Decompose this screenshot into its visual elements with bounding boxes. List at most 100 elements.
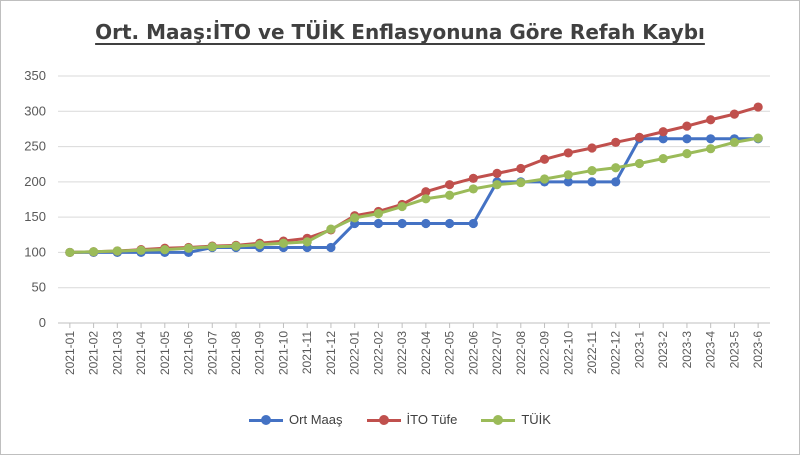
- data-point-2: [658, 153, 668, 164]
- data-point-1: [753, 102, 763, 112]
- x-tick-label: 2021-04: [134, 331, 148, 375]
- series-line-1: [69, 105, 759, 254]
- y-tick-label: 0: [39, 315, 46, 330]
- data-point-2: [160, 245, 170, 255]
- legend-swatch-ito-tufe: [366, 414, 401, 425]
- data-point-2: [326, 224, 336, 234]
- data-point-1: [658, 127, 668, 137]
- data-point-0: [373, 218, 383, 229]
- data-point-2: [634, 158, 645, 169]
- data-point-2: [302, 237, 312, 247]
- y-tick-label: 150: [24, 209, 46, 224]
- series-line-2: [69, 136, 759, 254]
- x-tick-label: 2021-02: [87, 331, 101, 375]
- data-point-2: [682, 149, 692, 159]
- data-point-2: [492, 180, 502, 190]
- x-tick-label: 2023-5: [727, 331, 741, 369]
- x-tick-label: 2022-08: [514, 331, 528, 375]
- data-point-1: [634, 132, 645, 142]
- x-tick-label: 2022-10: [561, 331, 575, 375]
- data-point-1: [516, 163, 526, 174]
- series-line-0: [69, 137, 759, 254]
- x-tick-label: 2023-3: [680, 331, 694, 369]
- x-tick-label: 2021-03: [110, 331, 124, 375]
- y-tick-label: 250: [24, 139, 46, 154]
- data-point-2: [65, 247, 75, 258]
- data-point-1: [421, 187, 431, 197]
- x-tick-label: 2023-4: [704, 331, 718, 369]
- data-point-2: [468, 184, 478, 194]
- data-point-2: [421, 194, 431, 204]
- data-point-2: [587, 165, 597, 176]
- data-point-1: [539, 154, 550, 164]
- data-point-1: [492, 168, 502, 178]
- x-tick-label: 2021-05: [158, 331, 172, 375]
- x-tick-label: 2021-11: [300, 331, 314, 374]
- x-tick-label: 2022-07: [490, 331, 504, 375]
- y-tick-label: 100: [24, 244, 46, 259]
- x-tick-label: 2021-12: [324, 331, 338, 375]
- x-tick-label: 2022-03: [395, 331, 409, 375]
- legend-swatch-tuik: [481, 414, 516, 425]
- data-point-1: [706, 115, 716, 125]
- data-point-2: [207, 242, 217, 252]
- data-point-2: [136, 245, 146, 255]
- data-point-0: [658, 134, 668, 144]
- x-tick-label: 2022-12: [609, 331, 623, 375]
- data-point-0: [682, 134, 692, 144]
- data-point-1: [587, 143, 597, 153]
- data-point-0: [706, 134, 716, 144]
- data-point-2: [516, 177, 526, 188]
- x-tick-label: 2021-08: [229, 331, 243, 375]
- legend-label-ito-tufe: İTO Tüfe: [406, 412, 458, 427]
- data-point-2: [729, 137, 740, 147]
- data-point-2: [231, 241, 241, 251]
- x-tick-label: 2022-02: [371, 331, 385, 375]
- data-point-1: [682, 121, 692, 131]
- data-point-0: [445, 218, 455, 229]
- y-tick-label: 50: [32, 280, 46, 295]
- chart-title: Ort. Maaş:İTO ve TÜİK Enflasyonuna Göre …: [95, 20, 705, 44]
- x-tick-label: 2022-06: [466, 331, 480, 375]
- x-tick-label: 2021-09: [253, 331, 267, 375]
- data-point-1: [563, 148, 573, 158]
- legend-item-ort-maas: Ort Maaş: [249, 412, 343, 427]
- y-tick-label: 350: [24, 68, 46, 83]
- x-tick-label: 2021-07: [205, 331, 219, 375]
- data-point-2: [89, 247, 99, 257]
- data-point-1: [729, 109, 740, 119]
- data-point-0: [421, 218, 431, 229]
- legend-item-ito-tufe: İTO Tüfe: [366, 412, 458, 427]
- data-point-0: [468, 218, 478, 229]
- data-point-1: [611, 137, 621, 147]
- data-point-0: [563, 177, 573, 187]
- data-point-2: [563, 170, 573, 180]
- x-tick-label: 2022-04: [419, 331, 433, 375]
- chart-legend: Ort Maaş İTO Tüfe TÜİK: [0, 412, 800, 427]
- data-point-2: [753, 133, 763, 143]
- data-point-2: [112, 246, 122, 256]
- data-point-2: [350, 213, 360, 223]
- x-tick-label: 2022-09: [538, 331, 552, 375]
- x-tick-label: 2021-10: [276, 331, 290, 375]
- x-tick-label: 2023-6: [751, 331, 765, 369]
- x-tick-label: 2021-01: [63, 331, 77, 375]
- data-point-2: [255, 240, 265, 250]
- legend-item-tuik: TÜİK: [481, 412, 551, 427]
- legend-label-ort-maas: Ort Maaş: [289, 412, 343, 427]
- data-point-2: [706, 144, 716, 154]
- data-point-2: [445, 190, 455, 200]
- data-point-2: [397, 201, 407, 212]
- data-point-2: [278, 238, 289, 248]
- data-point-2: [539, 174, 550, 184]
- y-tick-label: 200: [24, 174, 46, 189]
- x-tick-label: 2023-1: [632, 331, 646, 369]
- x-tick-label: 2022-01: [348, 331, 362, 375]
- x-tick-label: 2021-06: [182, 331, 196, 375]
- data-point-2: [373, 209, 383, 219]
- data-point-0: [587, 177, 597, 187]
- legend-label-tuik: TÜİK: [521, 412, 551, 427]
- data-point-2: [611, 163, 621, 173]
- data-point-2: [183, 243, 194, 253]
